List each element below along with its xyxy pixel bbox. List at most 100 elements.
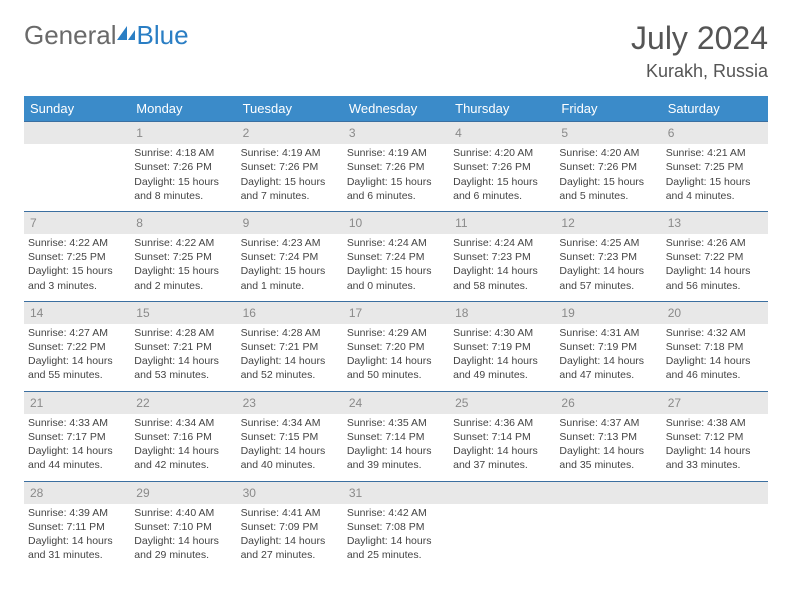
day-cell: Sunrise: 4:20 AMSunset: 7:26 PMDaylight:… [449,144,555,211]
daylight-text: Daylight: 14 hours and 49 minutes. [453,354,551,382]
sunrise-text: Sunrise: 4:28 AM [134,326,232,340]
location: Kurakh, Russia [631,61,768,82]
weekday-header: Saturday [662,96,768,122]
sunset-text: Sunset: 7:24 PM [241,250,339,264]
calendar-body: 123456Sunrise: 4:18 AMSunset: 7:26 PMDay… [24,122,768,571]
sunrise-text: Sunrise: 4:25 AM [559,236,657,250]
daylight-text: Daylight: 15 hours and 7 minutes. [241,175,339,203]
weekday-header: Thursday [449,96,555,122]
daylight-text: Daylight: 14 hours and 44 minutes. [28,444,126,472]
day-number: 2 [237,122,343,145]
day-number [555,481,661,504]
day-number: 18 [449,301,555,324]
sunrise-text: Sunrise: 4:18 AM [134,146,232,160]
day-number-row: 21222324252627 [24,391,768,414]
sunrise-text: Sunrise: 4:19 AM [241,146,339,160]
day-number: 27 [662,391,768,414]
calendar-header-row: SundayMondayTuesdayWednesdayThursdayFrid… [24,96,768,122]
daylight-text: Daylight: 14 hours and 53 minutes. [134,354,232,382]
day-cell: Sunrise: 4:27 AMSunset: 7:22 PMDaylight:… [24,324,130,391]
sunrise-text: Sunrise: 4:19 AM [347,146,445,160]
day-cell: Sunrise: 4:22 AMSunset: 7:25 PMDaylight:… [24,234,130,301]
weekday-header: Wednesday [343,96,449,122]
day-cell: Sunrise: 4:34 AMSunset: 7:16 PMDaylight:… [130,414,236,481]
daylight-text: Daylight: 15 hours and 2 minutes. [134,264,232,292]
weekday-header: Sunday [24,96,130,122]
sunset-text: Sunset: 7:26 PM [347,160,445,174]
sunset-text: Sunset: 7:16 PM [134,430,232,444]
sunrise-text: Sunrise: 4:20 AM [559,146,657,160]
day-cell [662,504,768,571]
day-cell: Sunrise: 4:24 AMSunset: 7:23 PMDaylight:… [449,234,555,301]
sunrise-text: Sunrise: 4:39 AM [28,506,126,520]
sunrise-text: Sunrise: 4:42 AM [347,506,445,520]
logo-text-general: General [24,20,117,51]
sunset-text: Sunset: 7:14 PM [347,430,445,444]
day-cell: Sunrise: 4:36 AMSunset: 7:14 PMDaylight:… [449,414,555,481]
day-number: 3 [343,122,449,145]
day-number: 4 [449,122,555,145]
day-number: 21 [24,391,130,414]
sunset-text: Sunset: 7:25 PM [134,250,232,264]
day-number: 8 [130,211,236,234]
header: General Blue July 2024 Kurakh, Russia [24,20,768,82]
daylight-text: Daylight: 15 hours and 5 minutes. [559,175,657,203]
day-cell: Sunrise: 4:40 AMSunset: 7:10 PMDaylight:… [130,504,236,571]
day-number: 12 [555,211,661,234]
day-cell: Sunrise: 4:20 AMSunset: 7:26 PMDaylight:… [555,144,661,211]
sunrise-text: Sunrise: 4:40 AM [134,506,232,520]
sunset-text: Sunset: 7:20 PM [347,340,445,354]
sunset-text: Sunset: 7:19 PM [453,340,551,354]
sunrise-text: Sunrise: 4:35 AM [347,416,445,430]
sunset-text: Sunset: 7:15 PM [241,430,339,444]
day-number-row: 28293031 [24,481,768,504]
weekday-header: Friday [555,96,661,122]
sunset-text: Sunset: 7:21 PM [241,340,339,354]
day-number: 29 [130,481,236,504]
sunset-text: Sunset: 7:26 PM [559,160,657,174]
sunrise-text: Sunrise: 4:34 AM [241,416,339,430]
day-cell: Sunrise: 4:22 AMSunset: 7:25 PMDaylight:… [130,234,236,301]
day-number: 10 [343,211,449,234]
day-cell: Sunrise: 4:32 AMSunset: 7:18 PMDaylight:… [662,324,768,391]
day-cell: Sunrise: 4:38 AMSunset: 7:12 PMDaylight:… [662,414,768,481]
page-title: July 2024 [631,20,768,57]
day-number: 28 [24,481,130,504]
sunrise-text: Sunrise: 4:22 AM [28,236,126,250]
day-number [662,481,768,504]
daylight-text: Daylight: 14 hours and 55 minutes. [28,354,126,382]
daylight-text: Daylight: 14 hours and 50 minutes. [347,354,445,382]
day-number: 6 [662,122,768,145]
sunrise-text: Sunrise: 4:34 AM [134,416,232,430]
daylight-text: Daylight: 14 hours and 40 minutes. [241,444,339,472]
header-right: July 2024 Kurakh, Russia [631,20,768,82]
daylight-text: Daylight: 14 hours and 56 minutes. [666,264,764,292]
day-cell: Sunrise: 4:26 AMSunset: 7:22 PMDaylight:… [662,234,768,301]
day-content-row: Sunrise: 4:18 AMSunset: 7:26 PMDaylight:… [24,144,768,211]
day-cell: Sunrise: 4:34 AMSunset: 7:15 PMDaylight:… [237,414,343,481]
logo: General Blue [24,20,189,51]
daylight-text: Daylight: 14 hours and 29 minutes. [134,534,232,562]
sunset-text: Sunset: 7:09 PM [241,520,339,534]
day-number: 11 [449,211,555,234]
day-number-row: 14151617181920 [24,301,768,324]
daylight-text: Daylight: 15 hours and 1 minute. [241,264,339,292]
sunset-text: Sunset: 7:19 PM [559,340,657,354]
day-number: 15 [130,301,236,324]
daylight-text: Daylight: 14 hours and 31 minutes. [28,534,126,562]
daylight-text: Daylight: 14 hours and 39 minutes. [347,444,445,472]
day-number: 26 [555,391,661,414]
sunset-text: Sunset: 7:13 PM [559,430,657,444]
daylight-text: Daylight: 14 hours and 25 minutes. [347,534,445,562]
sunrise-text: Sunrise: 4:27 AM [28,326,126,340]
day-cell: Sunrise: 4:19 AMSunset: 7:26 PMDaylight:… [343,144,449,211]
day-content-row: Sunrise: 4:33 AMSunset: 7:17 PMDaylight:… [24,414,768,481]
day-number: 5 [555,122,661,145]
sunrise-text: Sunrise: 4:32 AM [666,326,764,340]
day-cell: Sunrise: 4:39 AMSunset: 7:11 PMDaylight:… [24,504,130,571]
sunrise-text: Sunrise: 4:38 AM [666,416,764,430]
day-number: 19 [555,301,661,324]
daylight-text: Daylight: 15 hours and 8 minutes. [134,175,232,203]
sunrise-text: Sunrise: 4:26 AM [666,236,764,250]
day-cell: Sunrise: 4:18 AMSunset: 7:26 PMDaylight:… [130,144,236,211]
